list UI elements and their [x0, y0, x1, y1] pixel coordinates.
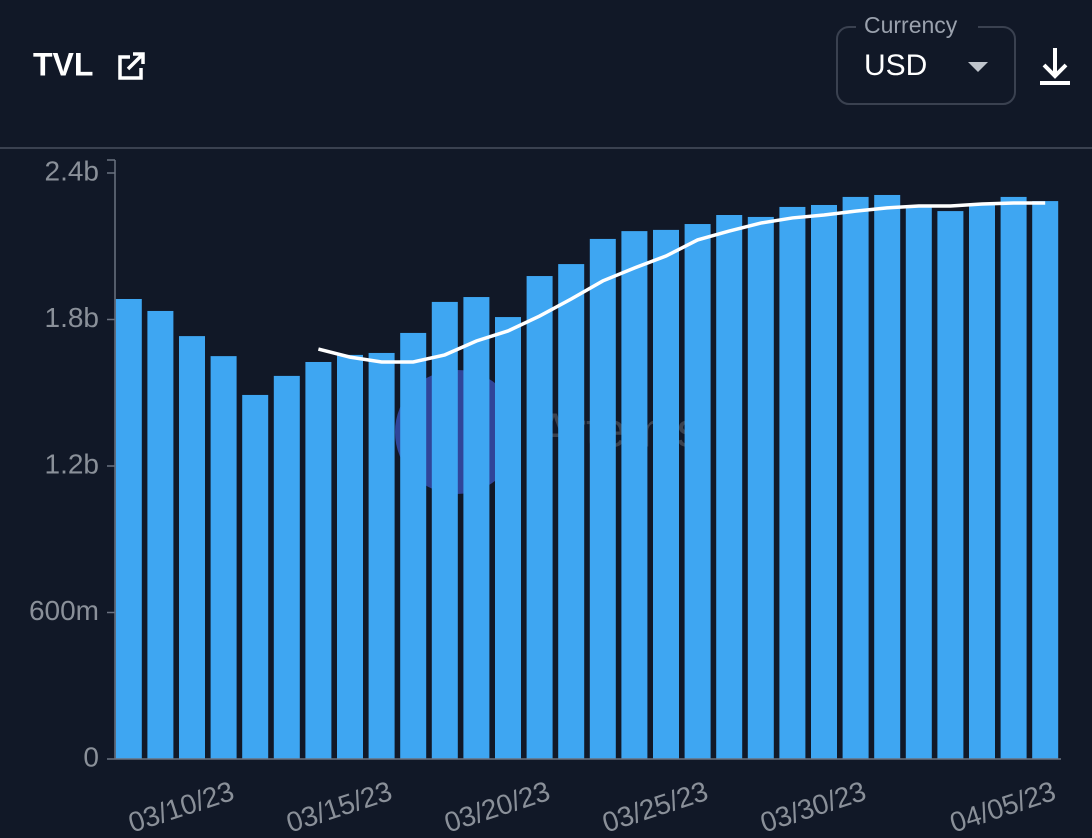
- bar: [558, 264, 585, 759]
- bar: [589, 238, 616, 760]
- bar: [969, 204, 995, 759]
- bar: [811, 204, 837, 759]
- bar: [716, 214, 743, 759]
- bar: [242, 394, 269, 759]
- bar: [305, 361, 332, 759]
- currency-select[interactable]: Currency USD: [836, 12, 1016, 105]
- bar: [874, 194, 901, 760]
- icon-box: [118, 55, 143, 80]
- label-bg: [856, 12, 978, 42]
- download-button[interactable]: [1040, 48, 1070, 85]
- bar: [431, 301, 458, 759]
- bar: [463, 297, 490, 759]
- bar: [526, 276, 553, 759]
- bar: [115, 298, 142, 759]
- select-label: Currency: [864, 12, 958, 38]
- y-tick-label: 1.8b: [45, 302, 100, 333]
- select-value: USD: [864, 49, 927, 82]
- moving-average-line: [317, 201, 1046, 364]
- bar: [337, 354, 363, 759]
- y-tick-label: 2.4b: [45, 155, 100, 186]
- bar: [905, 206, 932, 760]
- bar: [1032, 201, 1059, 759]
- y-tick-label: 0: [83, 741, 99, 772]
- bar: [368, 352, 395, 759]
- bar: [400, 332, 427, 759]
- bar: [495, 317, 521, 759]
- dropdown-arrow: [968, 62, 988, 72]
- bar: [653, 229, 679, 759]
- external-link-icon[interactable]: [118, 52, 145, 80]
- bar: [747, 216, 774, 759]
- bar: [210, 356, 237, 759]
- bar: [937, 211, 964, 760]
- icon-arrow: [126, 52, 145, 71]
- bar: [621, 231, 648, 759]
- download-arrow: [1042, 48, 1068, 79]
- title: TVL: [33, 46, 93, 82]
- bar: [779, 206, 806, 760]
- bar: [842, 196, 869, 759]
- y-tick-label: 600m: [29, 595, 99, 626]
- bar: [179, 336, 205, 759]
- bar: [684, 224, 711, 760]
- bar: [273, 375, 300, 759]
- bar: [147, 310, 174, 759]
- y-tick-label: 1.2b: [45, 448, 100, 479]
- bar: [1000, 196, 1027, 759]
